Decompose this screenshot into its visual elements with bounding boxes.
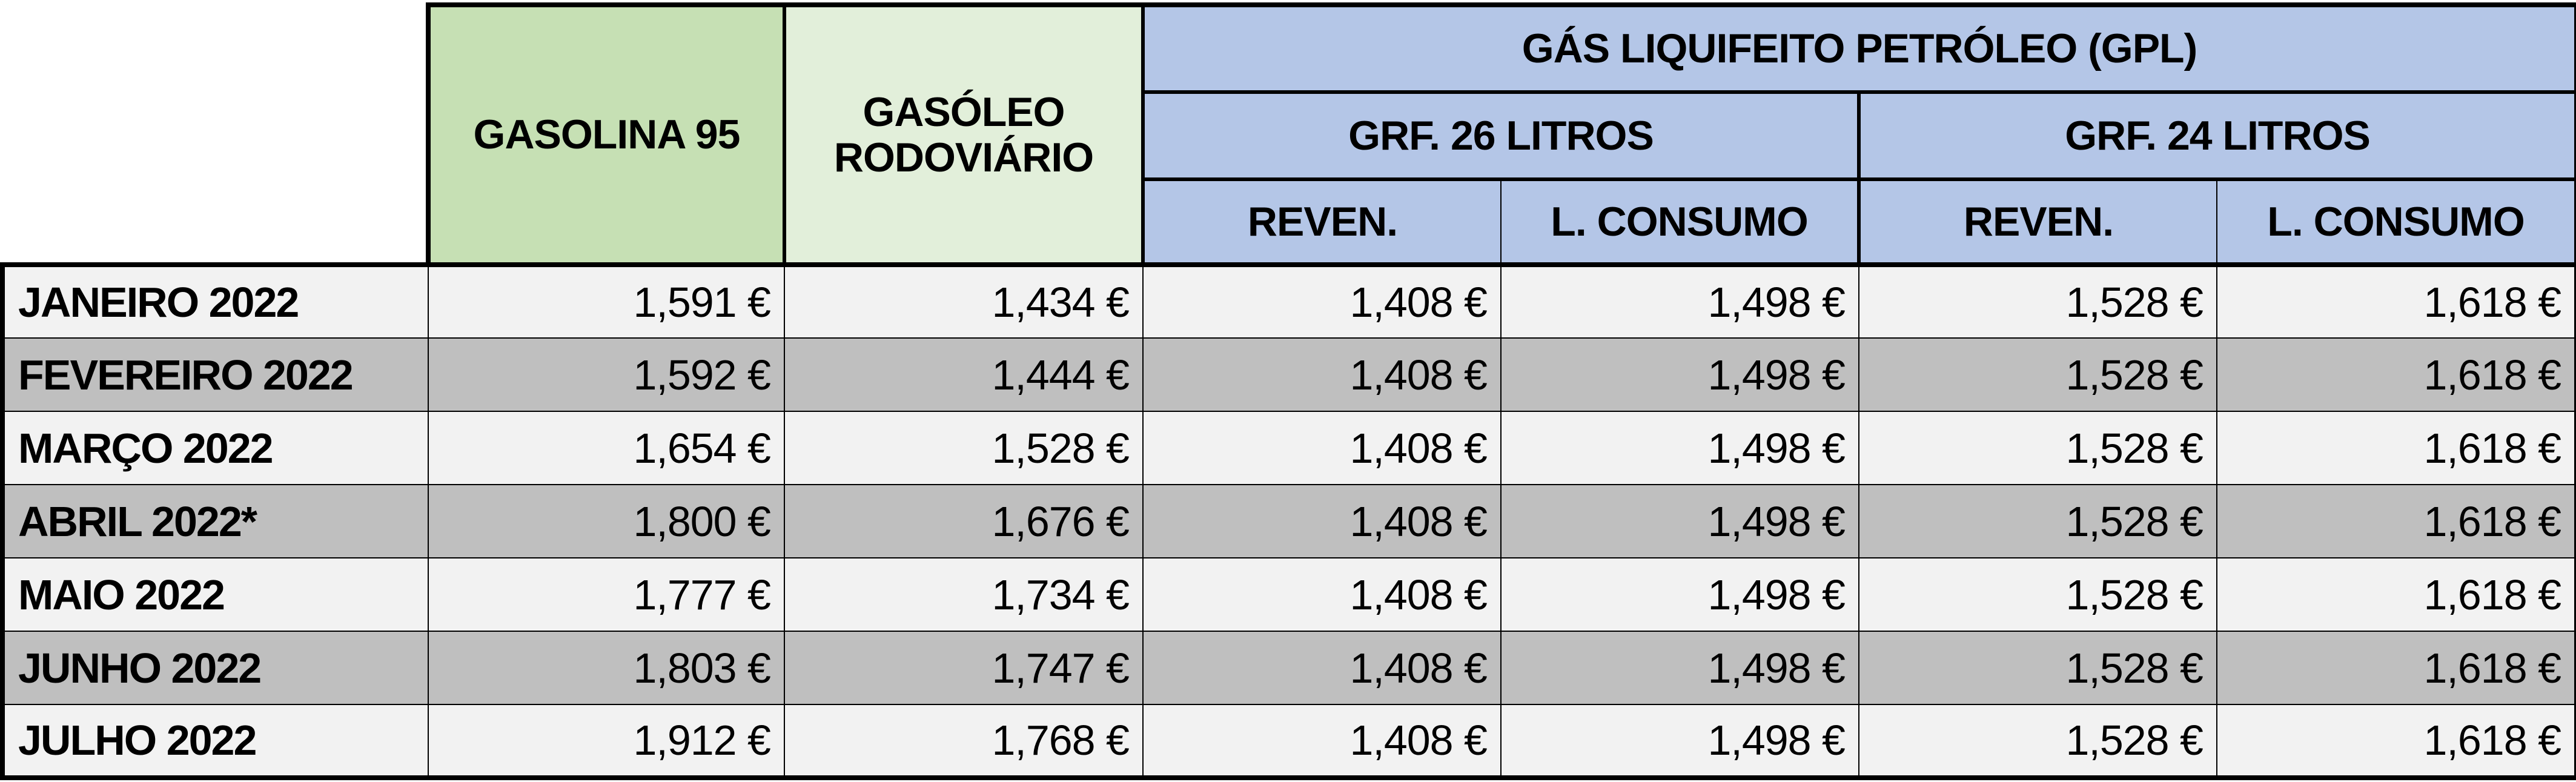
month-cell: MAIO 2022 <box>0 557 429 632</box>
table-row: JULHO 2022 1,912 €1,768 €1,408 €1,498 €1,… <box>0 704 2576 780</box>
price-cell-gasolina: 1,654 € <box>428 411 785 485</box>
price-cell-grf24-reven: 1,528 € <box>1858 484 2217 558</box>
price-cell-grf26-consumo: 1,498 € <box>1500 557 1859 632</box>
table-row: MAIO 2022 1,777 €1,734 €1,408 €1,498 €1,5… <box>0 557 2576 632</box>
price-cell-grf24-reven: 1,528 € <box>1858 557 2217 632</box>
price-cell-gasolina: 1,912 € <box>428 704 785 780</box>
price-cell-gasoleo: 1,734 € <box>784 557 1144 632</box>
month-cell: JANEIRO 2022 <box>0 264 429 339</box>
price-cell-grf24-reven: 1,528 € <box>1858 264 2217 339</box>
price-cell-gasoleo: 1,676 € <box>784 484 1144 558</box>
header-grf-26: GRF. 26 LITROS <box>1142 90 1859 181</box>
price-cell-grf26-reven: 1,408 € <box>1142 704 1502 780</box>
price-cell-gasolina: 1,777 € <box>428 557 785 632</box>
header-grf26-consumo: L. CONSUMO <box>1500 179 1859 267</box>
price-cell-gasolina: 1,800 € <box>428 484 785 558</box>
price-cell-grf26-consumo: 1,498 € <box>1500 704 1859 780</box>
price-cell-grf24-consumo: 1,618 € <box>2216 264 2576 339</box>
price-cell-grf24-consumo: 1,618 € <box>2216 631 2576 705</box>
price-cell-gasolina: 1,591 € <box>428 264 785 339</box>
price-cell-grf26-reven: 1,408 € <box>1142 411 1502 485</box>
table-row: JANEIRO 2022 1,591 €1,434 €1,408 €1,498 €… <box>0 264 2576 339</box>
price-cell-gasoleo: 1,434 € <box>784 264 1144 339</box>
month-cell: ABRIL 2022* <box>0 484 429 558</box>
price-cell-grf24-reven: 1,528 € <box>1858 631 2217 705</box>
table-row: JUNHO 2022 1,803 €1,747 €1,408 €1,498 €1,… <box>0 631 2576 705</box>
price-cell-grf26-reven: 1,408 € <box>1142 264 1502 339</box>
price-cell-grf24-consumo: 1,618 € <box>2216 557 2576 632</box>
table-row: ABRIL 2022* 1,800 €1,676 €1,408 €1,498 €1… <box>0 484 2576 558</box>
price-cell-gasoleo: 1,768 € <box>784 704 1144 780</box>
price-cell-grf24-reven: 1,528 € <box>1858 337 2217 412</box>
table-body: JANEIRO 2022 1,591 €1,434 €1,408 €1,498 €… <box>0 264 2576 780</box>
price-cell-grf26-reven: 1,408 € <box>1142 484 1502 558</box>
price-cell-gasoleo: 1,747 € <box>784 631 1144 705</box>
month-cell: MARÇO 2022 <box>0 411 429 485</box>
price-cell-grf26-consumo: 1,498 € <box>1500 484 1859 558</box>
header-grf24-consumo: L. CONSUMO <box>2216 179 2576 267</box>
header-gasoleo-rodoviario: GASÓLEO RODOVIÁRIO <box>784 2 1145 267</box>
price-cell-grf26-consumo: 1,498 € <box>1500 337 1859 412</box>
corner-cell <box>2 5 428 267</box>
price-cell-grf26-reven: 1,408 € <box>1142 557 1502 632</box>
header-grf-24: GRF. 24 LITROS <box>1856 90 2576 181</box>
month-cell: JULHO 2022 <box>0 704 429 780</box>
price-cell-grf24-reven: 1,528 € <box>1858 704 2217 780</box>
price-cell-grf26-consumo: 1,498 € <box>1500 264 1859 339</box>
header-grf24-reven: REVEN. <box>1857 179 2217 267</box>
price-cell-gasoleo: 1,528 € <box>784 411 1144 485</box>
table-row: MARÇO 2022 1,654 €1,528 €1,408 €1,498 €1,… <box>0 411 2576 485</box>
price-cell-grf26-consumo: 1,498 € <box>1500 411 1859 485</box>
price-cell-grf24-consumo: 1,618 € <box>2216 484 2576 558</box>
price-cell-grf24-consumo: 1,618 € <box>2216 337 2576 412</box>
table-row: FEVEREIRO 2022 1,592 €1,444 €1,408 €1,498… <box>0 337 2576 412</box>
header-grf26-reven: REVEN. <box>1142 179 1502 267</box>
price-cell-grf24-consumo: 1,618 € <box>2216 704 2576 780</box>
header-gpl: GÁS LIQUIFEITO PETRÓLEO (GPL) <box>1142 2 2576 93</box>
price-cell-gasoleo: 1,444 € <box>784 337 1144 412</box>
header-gasolina-95: GASOLINA 95 <box>426 2 786 267</box>
price-cell-grf24-consumo: 1,618 € <box>2216 411 2576 485</box>
price-cell-grf26-consumo: 1,498 € <box>1500 631 1859 705</box>
price-cell-gasolina: 1,803 € <box>428 631 785 705</box>
month-cell: FEVEREIRO 2022 <box>0 337 429 412</box>
month-cell: JUNHO 2022 <box>0 631 429 705</box>
price-cell-grf24-reven: 1,528 € <box>1858 411 2217 485</box>
price-cell-grf26-reven: 1,408 € <box>1142 631 1502 705</box>
price-cell-grf26-reven: 1,408 € <box>1142 337 1502 412</box>
price-cell-gasolina: 1,592 € <box>428 337 785 412</box>
